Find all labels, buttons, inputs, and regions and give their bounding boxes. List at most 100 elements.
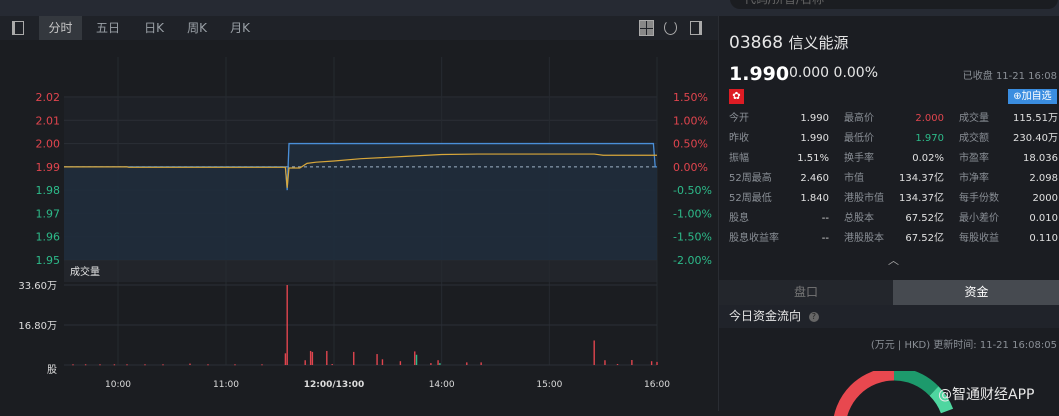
stat-label: 今开 bbox=[729, 113, 749, 124]
volume-bar bbox=[430, 363, 432, 365]
stat-label: 市值 bbox=[844, 173, 864, 184]
stat-value: 2000 bbox=[1032, 193, 1058, 204]
tab-capital[interactable]: 资金 bbox=[893, 280, 1059, 305]
volume-bar bbox=[414, 351, 416, 365]
volume-bar bbox=[261, 364, 263, 366]
stat-label: 成交量 bbox=[959, 113, 989, 124]
volume-bar bbox=[353, 351, 355, 365]
price-area bbox=[64, 143, 657, 260]
intraday-chart-area: 成交量 2.02 1.50% 2.01 1.00% 2.00 0.50% 1.99 0.00%… bbox=[0, 40, 718, 411]
tab-weekly-k[interactable]: 周K bbox=[187, 21, 207, 35]
toggle-right-panel-icon[interactable] bbox=[690, 21, 702, 35]
price-tick-label: 1.95 bbox=[36, 254, 61, 267]
stat-value: 67.52亿 bbox=[905, 233, 944, 244]
quote-panel: 03868 信义能源 1.990 0.000 0.00% 已收盘 11-21 1… bbox=[718, 16, 1059, 416]
volume-bar bbox=[189, 363, 191, 365]
intraday-chart: 成交量 2.02 1.50% 2.01 1.00% 2.00 0.50% 1.99 0.00%… bbox=[18, 57, 712, 390]
stat-value: 67.52亿 bbox=[905, 213, 944, 224]
hk-flag-icon: ✿ bbox=[729, 89, 744, 104]
stock-code: 03868 bbox=[729, 33, 784, 53]
refresh-icon[interactable] bbox=[664, 20, 677, 35]
donut-outflow-segment bbox=[893, 371, 939, 396]
pct-tick-label: -0.50% bbox=[673, 184, 712, 197]
price-tick-label: 1.97 bbox=[36, 207, 61, 220]
volume-bar bbox=[126, 364, 128, 366]
stat-value: 1.51% bbox=[797, 153, 829, 164]
stat-value: -- bbox=[821, 213, 829, 224]
volume-bar bbox=[656, 361, 658, 365]
panel-tabs: 盘口 资金 bbox=[719, 280, 1059, 305]
stat-label: 成交额 bbox=[959, 133, 989, 144]
stat-label: 每手份数 bbox=[959, 193, 999, 204]
volume-bar bbox=[144, 364, 146, 366]
stat-label: 最高价 bbox=[844, 113, 874, 124]
stat-value: 1.970 bbox=[915, 133, 944, 144]
stat-label: 每股收益 bbox=[959, 233, 999, 244]
top-bar: 代码/拼音/名称 bbox=[0, 0, 1059, 16]
stat-value: 1.990 bbox=[800, 133, 829, 144]
volume-bar bbox=[113, 364, 116, 366]
stat-value: 230.40万 bbox=[1013, 133, 1058, 144]
time-tick-label: 16:00 bbox=[644, 380, 670, 390]
tab-five-day[interactable]: 五日 bbox=[95, 21, 120, 35]
stat-label: 港股股本 bbox=[844, 233, 884, 244]
pct-tick-label: 0.50% bbox=[673, 138, 708, 151]
volume-bar bbox=[650, 361, 653, 365]
stat-label: 换手率 bbox=[844, 153, 874, 164]
toggle-left-panel-icon[interactable] bbox=[12, 21, 24, 35]
price-tick-label: 2.01 bbox=[36, 114, 61, 127]
stat-value: 0.02% bbox=[912, 153, 944, 164]
volume-bar bbox=[162, 364, 164, 366]
stat-label: 港股市值 bbox=[844, 193, 884, 204]
volume-bar bbox=[376, 354, 378, 365]
volume-bar bbox=[480, 362, 482, 365]
stock-name: 信义能源 bbox=[788, 34, 849, 52]
search-input[interactable]: 代码/拼音/名称 bbox=[730, 0, 1058, 9]
stat-value: 1.840 bbox=[800, 193, 829, 204]
volume-bar bbox=[304, 360, 306, 365]
volume-bar bbox=[381, 359, 384, 365]
tab-daily-k[interactable]: 日K bbox=[144, 21, 164, 35]
volume-bar bbox=[593, 340, 595, 365]
volume-bar bbox=[331, 364, 333, 366]
stat-label: 最小差价 bbox=[959, 213, 999, 224]
stat-label: 振幅 bbox=[729, 153, 749, 164]
tab-monthly-k[interactable]: 月K bbox=[230, 21, 250, 35]
volume-bar bbox=[286, 285, 288, 365]
volume-bar bbox=[99, 364, 101, 366]
stat-row: 股息收益率 -- 港股股本 67.52亿 每股收益 0.110 bbox=[729, 229, 1058, 249]
volume-bar bbox=[399, 361, 402, 365]
grid-layout-icon[interactable] bbox=[639, 20, 654, 36]
tab-order-book[interactable]: 盘口 bbox=[719, 280, 893, 305]
stat-label: 总股本 bbox=[844, 213, 874, 224]
help-icon[interactable]: ? bbox=[808, 311, 819, 322]
stat-label: 52周最高 bbox=[729, 173, 772, 184]
stat-label: 最低价 bbox=[844, 133, 874, 144]
volume-bar bbox=[631, 360, 633, 365]
price-change: 0.000 0.00% bbox=[789, 65, 878, 81]
time-tick-label: 11:00 bbox=[213, 380, 239, 390]
last-price: 1.990 bbox=[729, 63, 790, 85]
stat-value: 18.036 bbox=[1023, 153, 1058, 164]
time-tick-label: 10:00 bbox=[105, 380, 131, 390]
stat-value: 2.460 bbox=[800, 173, 829, 184]
stat-label: 市盈率 bbox=[959, 153, 989, 164]
volume-bar bbox=[284, 353, 287, 365]
volume-bar bbox=[311, 351, 314, 365]
pct-tick-label: 0.00% bbox=[673, 161, 708, 174]
stat-value: 115.51万 bbox=[1013, 113, 1058, 124]
volume-bar bbox=[326, 350, 328, 365]
stat-value: 1.990 bbox=[800, 113, 829, 124]
volume-tick-label: 16.80万 bbox=[18, 321, 57, 332]
market-status: 已收盘 11-21 16:08 bbox=[962, 71, 1057, 82]
pct-tick-label: -1.50% bbox=[673, 231, 712, 244]
collapse-chevron-up-icon[interactable]: ︿ bbox=[888, 254, 899, 267]
stat-value: 0.110 bbox=[1029, 233, 1058, 244]
pct-tick-label: 1.50% bbox=[673, 91, 708, 104]
add-watchlist-button[interactable]: ⊕加自选 bbox=[1008, 89, 1057, 104]
volume-bar bbox=[466, 362, 468, 365]
stat-label: 市净率 bbox=[959, 173, 989, 184]
capital-flow-title: 今日资金流向 bbox=[729, 309, 802, 323]
volume-bar bbox=[437, 360, 439, 365]
tab-intraday[interactable]: 分时 bbox=[39, 16, 82, 40]
